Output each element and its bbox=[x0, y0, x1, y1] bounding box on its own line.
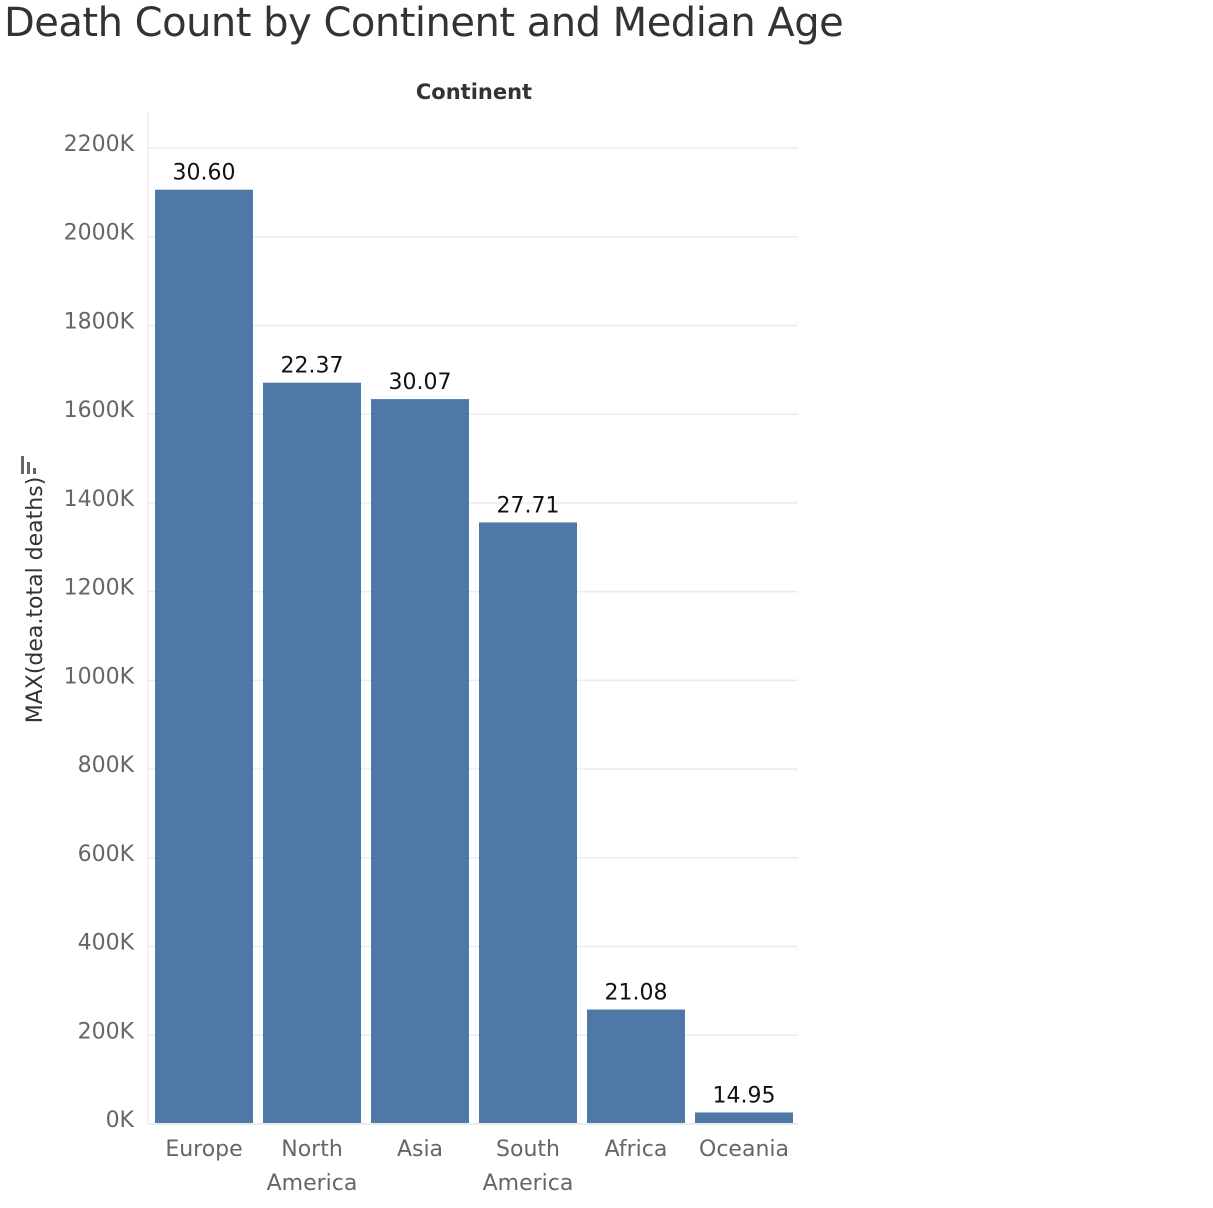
data-label: 30.07 bbox=[389, 370, 452, 395]
x-tick-label: Asia bbox=[397, 1137, 443, 1162]
data-label: 21.08 bbox=[605, 981, 668, 1006]
y-tick-label: 600K bbox=[78, 842, 135, 867]
y-tick-label: 200K bbox=[78, 1019, 135, 1044]
bar[interactable] bbox=[587, 1009, 685, 1123]
bar[interactable] bbox=[479, 522, 577, 1123]
bar[interactable] bbox=[155, 189, 253, 1124]
y-tick-label: 1800K bbox=[64, 309, 135, 334]
x-tick-label: Europe bbox=[165, 1137, 242, 1162]
data-labels: 30.60 22.37 30.07 27.71 21.08 14.95 bbox=[173, 161, 776, 1109]
y-tick-label: 1600K bbox=[64, 398, 135, 423]
chart-title: Death Count by Continent and Median Age bbox=[4, 0, 844, 46]
y-tick-label: 1200K bbox=[64, 576, 135, 601]
data-label: 27.71 bbox=[497, 493, 560, 518]
y-tick-label: 2000K bbox=[64, 221, 135, 246]
x-tick-label: Oceania bbox=[699, 1137, 789, 1162]
x-tick-label: South America bbox=[483, 1137, 574, 1196]
y-tick-label: 0K bbox=[106, 1108, 135, 1133]
y-tick-label: 2200K bbox=[64, 132, 135, 157]
bar[interactable] bbox=[263, 382, 361, 1124]
gridlines bbox=[148, 147, 798, 1037]
bar[interactable] bbox=[695, 1112, 793, 1123]
x-tick-label: Africa bbox=[605, 1137, 668, 1162]
data-label: 14.95 bbox=[713, 1083, 776, 1108]
x-axis-ticks: Europe North America Asia South America Africa… bbox=[165, 1137, 789, 1196]
y-axis-title: MAX(dea.total deaths) bbox=[23, 477, 48, 724]
bar[interactable] bbox=[371, 399, 469, 1124]
y-axis-ticks: 0K 200K 400K 600K 800K 1000K 1200K 1400K 1600K 18… bbox=[64, 132, 135, 1133]
x-axis-title: Continent bbox=[416, 80, 532, 104]
y-tick-label: 800K bbox=[78, 753, 135, 778]
data-label: 22.37 bbox=[281, 354, 344, 379]
y-tick-label: 400K bbox=[78, 931, 135, 956]
bars bbox=[155, 189, 793, 1124]
x-tick-label: North America bbox=[267, 1137, 358, 1196]
y-tick-label: 1000K bbox=[64, 664, 135, 689]
y-tick-label: 1400K bbox=[64, 487, 135, 512]
sort-descending-icon[interactable] bbox=[21, 456, 36, 474]
data-label: 30.60 bbox=[173, 161, 236, 186]
